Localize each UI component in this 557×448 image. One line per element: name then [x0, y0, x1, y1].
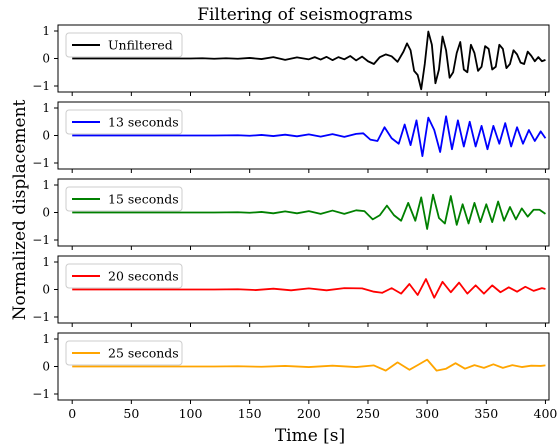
- x-tick-label: 400: [534, 406, 557, 421]
- legend-box: [65, 32, 183, 58]
- x-tick-label: 250: [356, 406, 380, 421]
- series-line: [72, 115, 547, 158]
- legend-box: [65, 340, 183, 366]
- series-line: [72, 278, 546, 299]
- y-tick-label: −1: [32, 79, 50, 93]
- x-tick-label: 100: [179, 406, 203, 421]
- legend-label: Unfiltered: [108, 38, 173, 53]
- legend-label: 25 seconds: [108, 346, 179, 361]
- series-line: [72, 358, 546, 372]
- legend-label: 15 seconds: [108, 192, 179, 207]
- y-tick-label: 1: [42, 332, 50, 346]
- y-tick-label: 0: [42, 129, 50, 143]
- x-tick-group: 0 50 100 150 200 250 300 350 400: [68, 406, 557, 421]
- y-tick-label: −1: [32, 233, 50, 247]
- legend-box: [65, 263, 183, 289]
- panel-3: −1 0 1 15 seconds: [32, 178, 550, 250]
- legend-box: [65, 109, 183, 135]
- y-tick-label: 0: [42, 283, 50, 297]
- x-tick-label: 350: [474, 406, 498, 421]
- x-axis-label: Time [s]: [275, 426, 345, 446]
- x-tick-label: 200: [297, 406, 321, 421]
- panels-group: −1 0 1 Unfiltered −1 0 1 13 seconds −1 0 1 15 secon…: [32, 24, 550, 404]
- x-tick-label: 150: [238, 406, 262, 421]
- y-tick-label: −1: [32, 156, 50, 170]
- y-tick-label: 1: [42, 255, 50, 269]
- legend-label: 20 seconds: [108, 269, 179, 284]
- y-tick-label: −1: [32, 387, 50, 401]
- legend-label: 13 seconds: [108, 115, 179, 130]
- y-tick-label: 1: [42, 178, 50, 192]
- series-line: [72, 193, 546, 230]
- y-tick-label: 0: [42, 360, 50, 374]
- panel-4: −1 0 1 20 seconds: [32, 255, 550, 327]
- x-tick-label: 300: [415, 406, 439, 421]
- y-tick-label: 1: [42, 101, 50, 115]
- panel-2: −1 0 1 13 seconds: [32, 101, 550, 173]
- chart-title: Filtering of seismograms: [197, 5, 413, 25]
- legend-box: [65, 186, 183, 212]
- series-line: [72, 30, 546, 91]
- x-tick-label: 50: [123, 406, 139, 421]
- panel-5: −1 0 1 25 seconds: [32, 332, 550, 404]
- y-tick-label: 0: [42, 206, 50, 220]
- y-tick-label: 0: [42, 52, 50, 66]
- panel-1: −1 0 1 Unfiltered: [32, 24, 550, 96]
- y-tick-label: 1: [42, 24, 50, 38]
- y-tick-label: −1: [32, 310, 50, 324]
- x-tick-label: 0: [68, 406, 76, 421]
- y-axis-label: Normalized displacement: [10, 99, 30, 320]
